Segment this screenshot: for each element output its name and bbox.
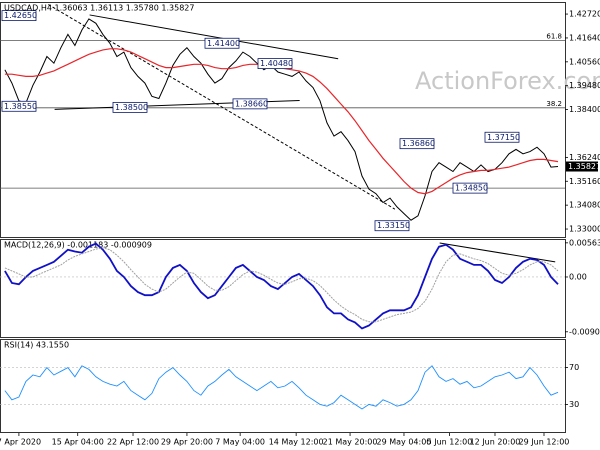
x-tick-label: 22 Apr 12:00 (107, 438, 159, 447)
x-tick-label: 7 Apr 2020 (0, 438, 41, 447)
chart-title: USDCAD,H4 1.36063 1.36113 1.35780 1.3582… (4, 4, 194, 13)
y-tick-label: 1.42720 (569, 10, 600, 19)
series-line (4, 242, 559, 330)
series-line (4, 247, 559, 323)
price-label-box (204, 37, 240, 49)
price-label: 1.38500 (115, 103, 148, 112)
watermark: ActionForex.com (415, 67, 600, 95)
price-label: 1.38550 (4, 102, 37, 111)
price-label: 1.37150 (487, 133, 520, 142)
x-tick-label: 14 May 12:00 (269, 438, 324, 447)
price-label-box (399, 138, 435, 150)
price-label-box (1, 100, 37, 112)
y-tick-label: 1.33000 (569, 225, 600, 234)
macd-panel (0, 239, 566, 338)
y-tick-label: 1.38400 (569, 105, 600, 114)
y-tick-label: 1.36240 (569, 153, 600, 162)
y-tick-label: 30 (569, 400, 579, 409)
trendline (89, 14, 339, 60)
y-tick-label: -0.009041 (569, 327, 600, 336)
price-label-box (452, 182, 488, 194)
price-label: 1.41400 (207, 39, 240, 48)
rsi-panel (0, 339, 566, 433)
price-label: 1.36860 (402, 139, 435, 148)
price-label-box (374, 220, 410, 232)
last-price-box (566, 161, 598, 172)
macd-title: MACD(12,26,9) -0.001183 -0.000909 (4, 241, 152, 250)
level-label: 38.2 (546, 100, 562, 108)
y-tick-label: 0.005632 (569, 238, 600, 247)
price-label-box (1, 10, 37, 22)
level-label: 61.8 (546, 33, 562, 41)
y-tick-label: 1.35160 (569, 177, 600, 186)
price-label-box (112, 101, 148, 113)
x-tick-label: 5 Jun 12:00 (427, 438, 473, 447)
price-panel (0, 2, 566, 238)
series-line (4, 18, 559, 221)
y-tick-label: 0.00 (569, 272, 587, 281)
x-tick-label: 29 May 04:00 (377, 438, 432, 447)
price-label-box (232, 98, 268, 110)
y-tick-label: 1.34080 (569, 201, 600, 210)
rsi-title: RSI(14) 43.1550 (4, 341, 69, 350)
last-price-label: 1.35827 (568, 162, 600, 171)
x-tick-label: 21 May 20:00 (323, 438, 378, 447)
price-label: 1.34850 (455, 184, 488, 193)
x-tick-label: 12 Jun 20:00 (470, 438, 521, 447)
price-label-box (257, 58, 293, 70)
series-line (4, 365, 559, 410)
price-label: 1.38660 (235, 99, 268, 108)
y-tick-label: 1.41640 (569, 33, 600, 42)
x-tick-label: 29 Apr 20:00 (161, 438, 213, 447)
y-tick-label: 1.40560 (569, 57, 600, 66)
x-tick-label: 7 May 04:00 (215, 438, 265, 447)
x-tick-label: 29 Jun 12:00 (519, 438, 570, 447)
y-tick-label: 1.39480 (569, 81, 600, 90)
y-tick-label: 70 (569, 363, 579, 372)
price-label: 1.40480 (260, 59, 293, 68)
price-label: 1.33150 (377, 221, 410, 230)
price-label: 1.42650 (4, 11, 37, 20)
trendline (439, 242, 556, 263)
x-tick-label: 15 Apr 04:00 (52, 438, 104, 447)
price-label-box (484, 131, 520, 143)
